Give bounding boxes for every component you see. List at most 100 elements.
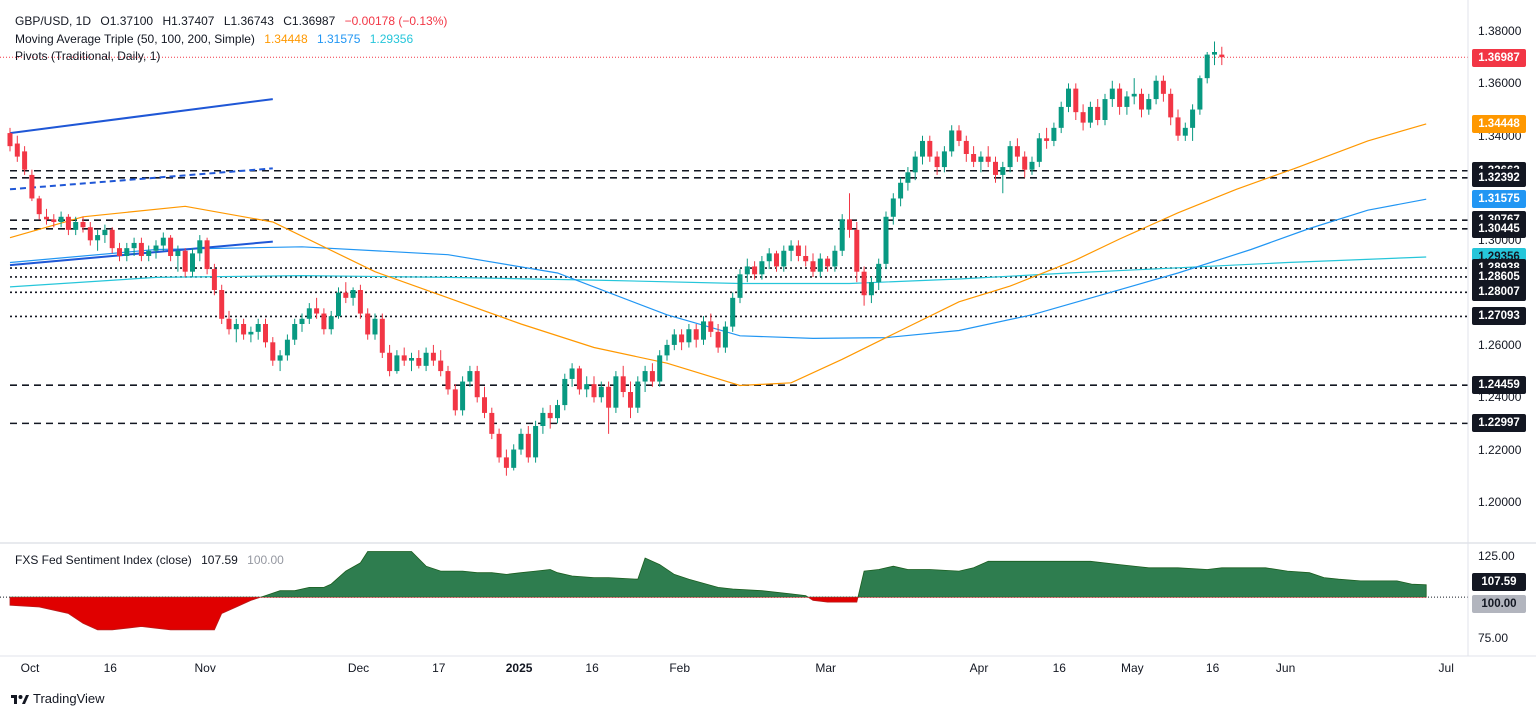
price-axis-tick: 1.36000 xyxy=(1478,76,1522,91)
candle-body xyxy=(350,290,356,298)
candle-body xyxy=(628,392,633,408)
candle xyxy=(467,365,473,387)
candle-body xyxy=(503,457,509,468)
candle xyxy=(562,373,568,411)
candle xyxy=(752,261,758,280)
candle-body xyxy=(372,318,378,335)
candle-body xyxy=(1109,88,1115,100)
legend-open: O1.37100 xyxy=(100,14,154,28)
candle-body xyxy=(598,386,604,398)
sentiment-label-value: 107.59 xyxy=(1472,572,1526,591)
candle xyxy=(1182,122,1188,141)
candle-body xyxy=(613,376,619,408)
candle-body xyxy=(270,342,276,361)
candle xyxy=(584,376,590,398)
candle xyxy=(635,376,641,413)
candle xyxy=(730,292,736,332)
candle xyxy=(423,347,429,372)
candle-body xyxy=(117,248,122,256)
candle-body xyxy=(671,334,677,345)
candle xyxy=(832,245,838,272)
candle xyxy=(525,426,531,463)
candle xyxy=(628,381,633,419)
candle xyxy=(854,222,860,283)
candle-body xyxy=(306,308,312,319)
candle-body xyxy=(263,324,268,343)
candle-body xyxy=(525,433,531,458)
candle-body xyxy=(474,371,480,398)
legend-pivots-row[interactable]: Pivots (Traditional, Daily, 1) xyxy=(15,48,166,64)
candle xyxy=(343,282,349,304)
candle xyxy=(598,381,604,403)
candle-body xyxy=(211,269,217,290)
candle-body xyxy=(248,331,254,335)
candle-body xyxy=(606,386,612,408)
candle-body xyxy=(861,271,867,296)
candle-body xyxy=(365,313,371,335)
candle-body xyxy=(7,133,13,147)
candle-body xyxy=(1124,96,1130,107)
candle xyxy=(715,324,721,353)
candle xyxy=(569,363,575,387)
legend-sentiment-base: 100.00 xyxy=(247,553,284,567)
candle xyxy=(993,156,998,183)
candle xyxy=(722,321,728,353)
candle-body xyxy=(810,261,816,272)
candle-body xyxy=(160,237,166,246)
candle xyxy=(445,365,451,395)
candle xyxy=(350,287,356,306)
candle-body xyxy=(65,216,71,230)
candle xyxy=(409,352,414,372)
candle-body xyxy=(1197,78,1203,110)
candle-body xyxy=(890,198,896,217)
candle-body xyxy=(36,198,42,215)
candle xyxy=(7,127,13,152)
candle-body xyxy=(576,368,582,390)
candle-body xyxy=(255,324,261,332)
legend-sentiment-row[interactable]: FXS Fed Sentiment Index (close) 107.59 1… xyxy=(15,552,290,568)
candle-body xyxy=(357,290,363,314)
candle xyxy=(1160,75,1166,102)
candle-body xyxy=(876,263,882,283)
candle xyxy=(781,245,787,272)
candle-body xyxy=(693,329,699,340)
candle xyxy=(299,313,305,332)
candle xyxy=(1109,80,1115,107)
candle-body xyxy=(445,371,451,390)
candle xyxy=(321,308,327,335)
candle xyxy=(44,208,49,225)
candle-body xyxy=(438,360,444,372)
main-pane xyxy=(0,41,1536,544)
candle-body xyxy=(701,321,706,340)
candle xyxy=(109,227,115,254)
candle-body xyxy=(102,229,108,236)
candle xyxy=(774,250,779,272)
sentiment-area-positive xyxy=(9,551,1427,598)
legend-ma-row[interactable]: Moving Average Triple (50, 100, 200, Sim… xyxy=(15,31,419,47)
candle-body xyxy=(766,253,772,262)
candle-body xyxy=(1073,88,1079,113)
candle-body xyxy=(927,140,933,157)
candle xyxy=(547,405,553,429)
candle xyxy=(1007,140,1013,173)
price-label-pivot: 1.30445 xyxy=(1472,219,1526,238)
price-label-ma100: 1.31575 xyxy=(1472,190,1526,209)
price-label-pivot: 1.28007 xyxy=(1472,283,1526,302)
candle xyxy=(416,350,422,369)
candle-body xyxy=(22,151,28,170)
candle xyxy=(190,248,195,277)
candle-body xyxy=(905,172,911,183)
candle-body xyxy=(839,219,845,251)
candle xyxy=(394,350,400,374)
legend-close: C1.36987 xyxy=(283,14,336,28)
candle-body xyxy=(664,344,670,356)
legend-symbol[interactable]: GBP/USD, 1D xyxy=(15,14,92,28)
candle xyxy=(29,169,35,202)
candle xyxy=(927,135,933,162)
candle xyxy=(606,381,612,434)
candle xyxy=(182,248,188,277)
candle-body xyxy=(949,130,955,152)
time-axis-tick: 16 xyxy=(1052,661,1066,675)
candle xyxy=(744,258,750,283)
